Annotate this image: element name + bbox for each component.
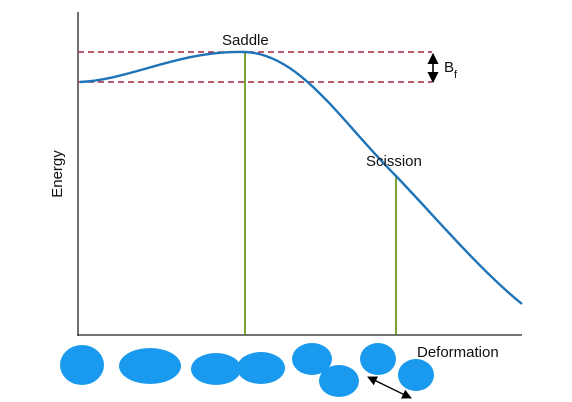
saddle-label: Saddle xyxy=(222,32,269,49)
barrier-label: Bf xyxy=(444,59,458,81)
fragment-2 xyxy=(398,359,434,391)
y-axis-label: Energy xyxy=(49,150,66,198)
diagram: Bf Saddle Scission Deformation Energy xyxy=(0,0,572,402)
fragment-1 xyxy=(360,343,396,375)
shape-sphere xyxy=(60,345,104,385)
x-axis-label: Deformation xyxy=(417,344,499,361)
barrier-symbol: B xyxy=(444,59,454,76)
shape-neck-right xyxy=(237,352,285,384)
page: Bf Saddle Scission Deformation Energy ((… xyxy=(0,0,572,402)
shape-deformed xyxy=(119,348,181,384)
barrier-subscript: f xyxy=(454,69,458,81)
shape-split-right xyxy=(319,365,359,397)
energy-curve xyxy=(80,52,522,304)
scission-label: Scission xyxy=(366,153,422,170)
nuclear-shapes xyxy=(60,343,434,397)
shape-neck-left xyxy=(191,353,241,385)
